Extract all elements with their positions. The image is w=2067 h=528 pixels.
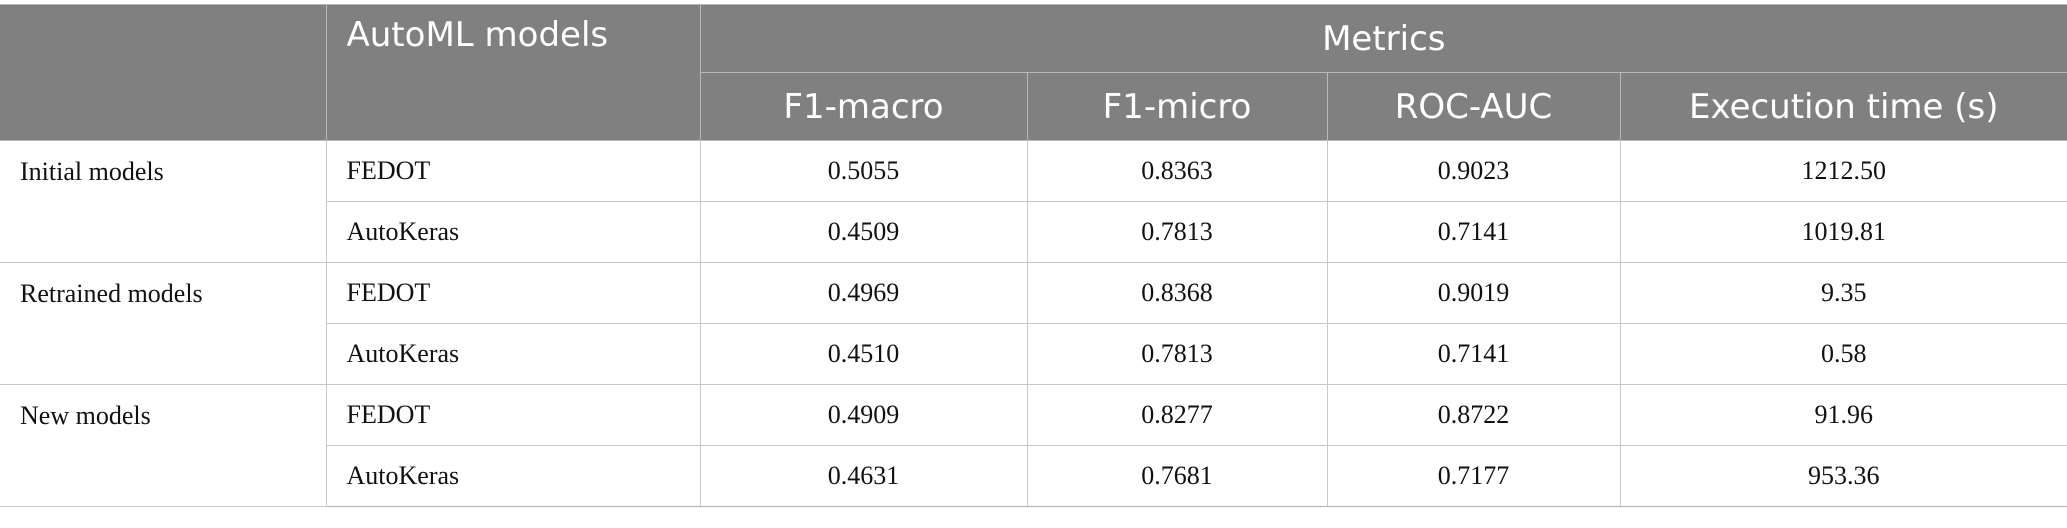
results-table: AutoML models Metrics F1-macro F1-micro … [0,4,2067,507]
table-row: AutoKeras 0.4509 0.7813 0.7141 1019.81 [0,201,2067,263]
f1-micro-value: 0.8277 [1026,384,1328,446]
model-name: AutoKeras [326,323,701,385]
execution-time-value: 0.58 [1619,323,2067,385]
column-header-roc-auc: ROC-AUC [1326,72,1621,141]
f1-macro-value: 0.4909 [699,384,1028,446]
table-row: Initial models FEDOT 0.5055 0.8363 0.902… [0,140,2067,263]
header-row-metrics: F1-macro F1-micro ROC-AUC Execution time… [0,72,2067,141]
f1-macro-value: 0.4631 [699,445,1028,507]
table-header: AutoML models Metrics F1-macro F1-micro … [0,4,2067,141]
model-name: FEDOT [325,140,701,202]
f1-micro-value: 0.8363 [1026,140,1328,202]
column-header-execution-time: Execution time (s) [1619,72,2067,141]
f1-micro-value: 0.7813 [1026,323,1328,385]
table-row: New models FEDOT 0.4909 0.8277 0.8722 91… [0,384,2067,507]
execution-time-value: 91.96 [1619,384,2067,446]
f1-micro-value: 0.8368 [1026,262,1328,324]
roc-auc-value: 0.7141 [1326,201,1621,263]
roc-auc-value: 0.8722 [1326,384,1621,446]
execution-time-value: 1212.50 [1619,140,2067,202]
f1-macro-value: 0.5055 [699,140,1028,202]
execution-time-value: 1019.81 [1619,201,2067,263]
f1-macro-value: 0.4969 [699,262,1028,324]
execution-time-value: 953.36 [1619,445,2067,507]
metrics-header: Metrics [699,4,2067,73]
header-row-top: AutoML models Metrics [0,4,2067,141]
execution-time-value: 9.35 [1619,262,2067,324]
column-header-f1-macro: F1-macro [700,72,1028,141]
roc-auc-value: 0.9019 [1326,262,1621,324]
table-body: Initial models FEDOT 0.5055 0.8363 0.902… [0,140,2067,507]
group-label-retrained: Retrained models [0,262,327,385]
table-row: Retrained models FEDOT 0.4969 0.8368 0.9… [0,262,2067,385]
f1-macro-value: 0.4509 [699,201,1028,263]
group-column-header [0,4,327,141]
column-header-f1-micro: F1-micro [1026,72,1328,141]
model-name: AutoKeras [326,445,701,507]
model-name: FEDOT [325,262,701,324]
automl-models-header: AutoML models [325,4,701,141]
roc-auc-value: 0.7177 [1326,445,1621,507]
f1-micro-value: 0.7813 [1026,201,1328,263]
f1-micro-value: 0.7681 [1026,445,1328,507]
roc-auc-value: 0.7141 [1326,323,1621,385]
group-label-initial: Initial models [0,140,327,263]
f1-macro-value: 0.4510 [699,323,1028,385]
model-name: FEDOT [325,384,701,446]
group-label-new: New models [0,384,327,507]
table-row: AutoKeras 0.4510 0.7813 0.7141 0.58 [0,323,2067,385]
model-name: AutoKeras [326,201,701,263]
table-row: AutoKeras 0.4631 0.7681 0.7177 953.36 [0,445,2067,507]
roc-auc-value: 0.9023 [1326,140,1621,202]
